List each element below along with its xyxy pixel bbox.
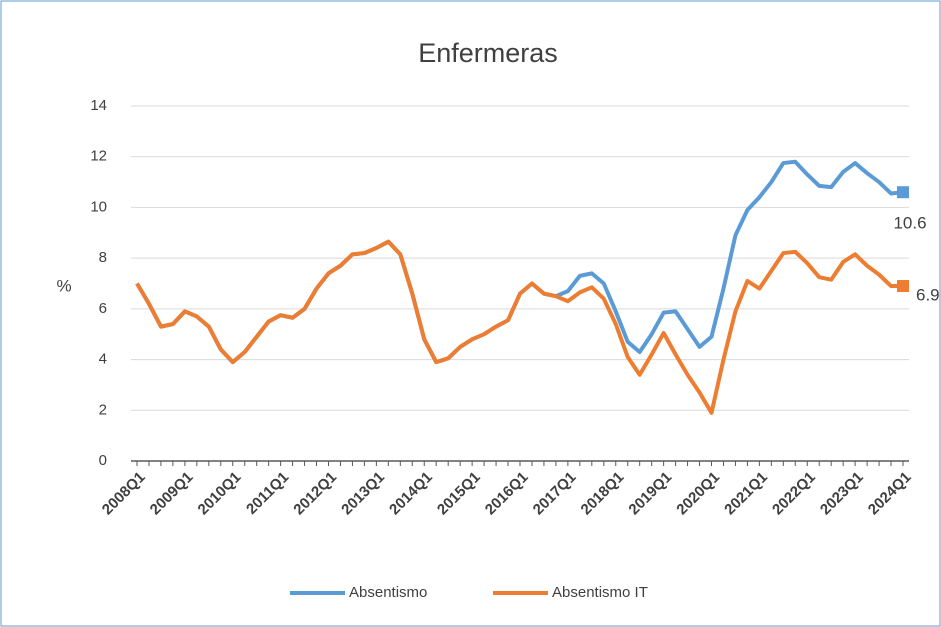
y-tick-label: 4 (99, 351, 107, 368)
y-axis-label: % (56, 276, 71, 295)
y-tick-label: 8 (99, 249, 107, 266)
y-tick-label: 14 (90, 97, 107, 114)
data-label: 10.6 (893, 214, 926, 233)
legend-label: Absentismo (349, 584, 427, 601)
y-tick-label: 6 (99, 300, 107, 317)
end-marker (897, 186, 909, 199)
data-label: 6.9 (916, 286, 940, 305)
chart-title: Enfermeras (418, 38, 558, 68)
end-marker (897, 280, 909, 293)
y-tick-label: 10 (90, 198, 107, 215)
y-tick-label: 0 (99, 452, 107, 469)
y-tick-label: 12 (90, 148, 107, 165)
series-line (135, 239, 903, 415)
legend-label: Absentismo IT (552, 584, 648, 601)
y-tick-label: 2 (99, 401, 107, 418)
